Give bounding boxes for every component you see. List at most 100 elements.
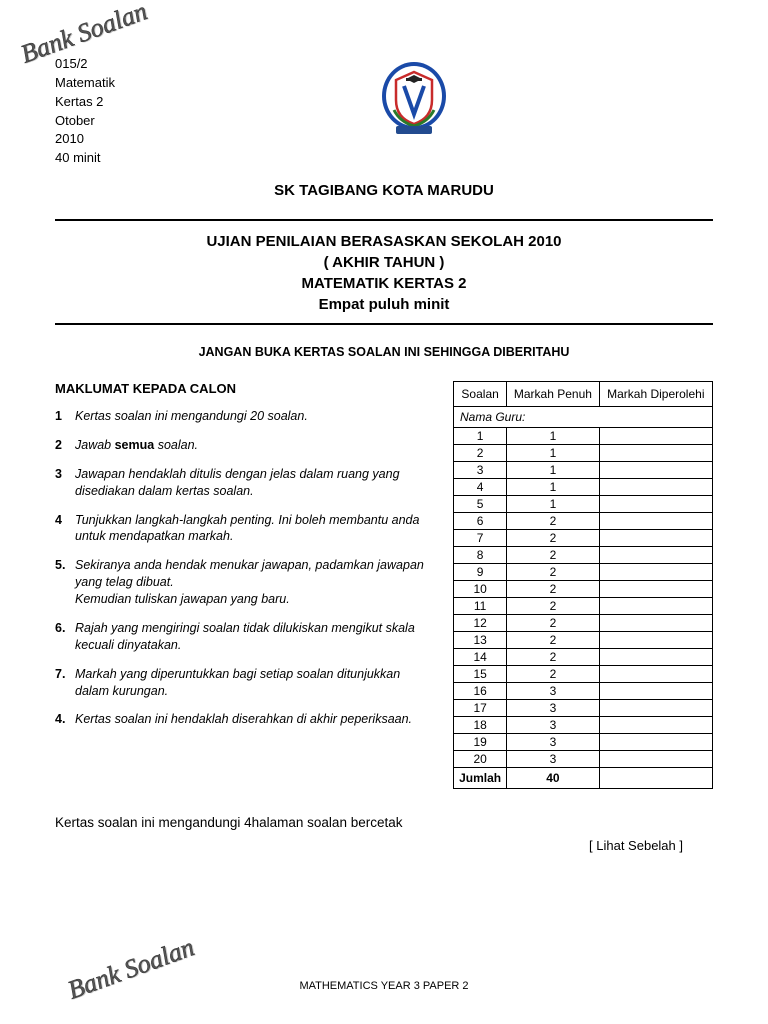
lihat-sebelah: [ Lihat Sebelah ] xyxy=(55,838,713,853)
instruction-item: 2 Jawab semua soalan. xyxy=(55,437,435,454)
watermark-bottom: Bank Soalan xyxy=(64,932,198,1005)
table-row: 51 xyxy=(454,496,713,513)
jumlah-label: Jumlah xyxy=(454,768,507,789)
instruction-item: 4.Kertas soalan ini hendaklah diserahkan… xyxy=(55,711,435,728)
school-name: SK TAGIBANG KOTA MARUDU xyxy=(55,182,713,199)
table-row: 173 xyxy=(454,700,713,717)
cell-soalan: 10 xyxy=(454,581,507,598)
meta-year: 2010 xyxy=(55,130,235,149)
cell-soalan: 14 xyxy=(454,649,507,666)
instruction-item: 7.Markah yang diperuntukkan bagi setiap … xyxy=(55,666,435,700)
instruction-text: Jawab semua soalan. xyxy=(75,437,435,454)
instruction-number: 1 xyxy=(55,408,75,425)
cell-diperolehi xyxy=(599,615,712,632)
cell-penuh: 2 xyxy=(507,513,599,530)
cell-soalan: 19 xyxy=(454,734,507,751)
exam-page: 015/2 Matematik Kertas 2 Otober 2010 40 … xyxy=(0,0,768,873)
cell-diperolehi xyxy=(599,598,712,615)
cell-diperolehi xyxy=(599,479,712,496)
cell-penuh: 3 xyxy=(507,751,599,768)
instruction-number: 4 xyxy=(55,512,75,546)
instruction-item: 1Kertas soalan ini mengandungi 20 soalan… xyxy=(55,408,435,425)
instruction-text: Kertas soalan ini mengandungi 20 soalan. xyxy=(75,408,435,425)
cell-diperolehi xyxy=(599,445,712,462)
table-row: 152 xyxy=(454,666,713,683)
cell-penuh: 1 xyxy=(507,496,599,513)
exam-title: UJIAN PENILAIAN BERASASKAN SEKOLAH 2010 … xyxy=(55,221,713,323)
cell-diperolehi xyxy=(599,666,712,683)
table-row: 112 xyxy=(454,598,713,615)
cell-soalan: 17 xyxy=(454,700,507,717)
col-penuh: Markah Penuh xyxy=(507,382,599,407)
table-row: 82 xyxy=(454,547,713,564)
score-table-wrap: Nama Guru: Soalan Markah Penuh Markah Di… xyxy=(453,381,713,789)
instruction-text: Tunjukkan langkah-langkah penting. Ini b… xyxy=(75,512,435,546)
meta-month: Otober xyxy=(55,112,235,131)
table-row: 41 xyxy=(454,479,713,496)
instruction-list: 1Kertas soalan ini mengandungi 20 soalan… xyxy=(55,408,435,728)
title-line1: UJIAN PENILAIAN BERASASKAN SEKOLAH 2010 xyxy=(55,231,713,252)
cell-diperolehi xyxy=(599,581,712,598)
table-row: 92 xyxy=(454,564,713,581)
cell-penuh: 3 xyxy=(507,717,599,734)
content-row: MAKLUMAT KEPADA CALON 1Kertas soalan ini… xyxy=(55,381,713,789)
cell-soalan: 16 xyxy=(454,683,507,700)
instructions: MAKLUMAT KEPADA CALON 1Kertas soalan ini… xyxy=(55,381,435,789)
cell-soalan: 1 xyxy=(454,428,507,445)
cell-soalan: 3 xyxy=(454,462,507,479)
cell-penuh: 2 xyxy=(507,530,599,547)
cell-diperolehi xyxy=(599,547,712,564)
title-line2: ( AKHIR TAHUN ) xyxy=(55,252,713,273)
cell-diperolehi xyxy=(599,717,712,734)
cell-penuh: 3 xyxy=(507,700,599,717)
nama-guru-cell: Nama Guru: xyxy=(454,407,713,428)
cell-soalan: 18 xyxy=(454,717,507,734)
table-row: 31 xyxy=(454,462,713,479)
cell-penuh: 1 xyxy=(507,462,599,479)
cell-penuh: 2 xyxy=(507,666,599,683)
instruction-text: Sekiranya anda hendak menukar jawapan, p… xyxy=(75,557,435,608)
cell-soalan: 5 xyxy=(454,496,507,513)
instruction-number: 2 xyxy=(55,437,75,454)
instruction-number: 5. xyxy=(55,557,75,608)
table-row: 72 xyxy=(454,530,713,547)
instruction-number: 7. xyxy=(55,666,75,700)
cell-diperolehi xyxy=(599,751,712,768)
cell-penuh: 1 xyxy=(507,428,599,445)
table-row: 21 xyxy=(454,445,713,462)
cell-diperolehi xyxy=(599,683,712,700)
cell-soalan: 13 xyxy=(454,632,507,649)
cell-soalan: 6 xyxy=(454,513,507,530)
divider-2 xyxy=(55,323,713,325)
cell-soalan: 7 xyxy=(454,530,507,547)
cell-diperolehi xyxy=(599,462,712,479)
instruction-item: 5.Sekiranya anda hendak menukar jawapan,… xyxy=(55,557,435,608)
instruction-text: Markah yang diperuntukkan bagi setiap so… xyxy=(75,666,435,700)
meta-code: 015/2 xyxy=(55,55,235,74)
cell-soalan: 11 xyxy=(454,598,507,615)
school-logo xyxy=(235,55,593,138)
cell-diperolehi xyxy=(599,513,712,530)
table-row: 163 xyxy=(454,683,713,700)
cell-penuh: 1 xyxy=(507,479,599,496)
table-row: 142 xyxy=(454,649,713,666)
table-row: 62 xyxy=(454,513,713,530)
warning-text: JANGAN BUKA KERTAS SOALAN INI SEHINGGA D… xyxy=(55,345,713,359)
instruction-number: 4. xyxy=(55,711,75,728)
table-row: 193 xyxy=(454,734,713,751)
header-row: 015/2 Matematik Kertas 2 Otober 2010 40 … xyxy=(55,55,713,168)
cell-soalan: 8 xyxy=(454,547,507,564)
instruction-number: 3 xyxy=(55,466,75,500)
cell-penuh: 3 xyxy=(507,734,599,751)
title-line3: MATEMATIK KERTAS 2 xyxy=(55,273,713,294)
jumlah-obtained xyxy=(599,768,712,789)
cell-soalan: 4 xyxy=(454,479,507,496)
cell-diperolehi xyxy=(599,734,712,751)
instruction-text: Rajah yang mengiringi soalan tidak diluk… xyxy=(75,620,435,654)
table-row: 11 xyxy=(454,428,713,445)
cell-penuh: 2 xyxy=(507,632,599,649)
header-meta: 015/2 Matematik Kertas 2 Otober 2010 40 … xyxy=(55,55,235,168)
cell-diperolehi xyxy=(599,428,712,445)
cell-diperolehi xyxy=(599,564,712,581)
cell-soalan: 9 xyxy=(454,564,507,581)
